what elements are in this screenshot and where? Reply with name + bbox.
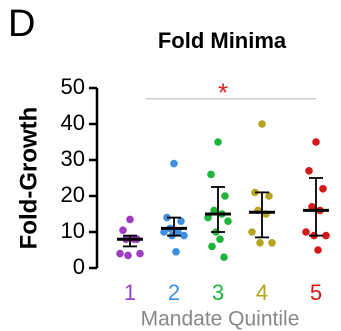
data-point: [224, 217, 232, 225]
chart-title: Fold Minima: [158, 28, 287, 53]
data-point: [268, 239, 276, 247]
data-point: [170, 159, 178, 168]
data-point: [220, 253, 228, 261]
data-point: [208, 242, 216, 251]
data-point: [124, 251, 132, 260]
data-point: [119, 226, 127, 234]
data-point: [210, 206, 218, 215]
data-point: [319, 185, 327, 193]
y-tick-label: 40: [61, 110, 85, 135]
data-point: [312, 138, 320, 146]
data-point: [258, 120, 266, 128]
y-tick-label: 50: [61, 74, 85, 99]
data-point: [214, 138, 222, 146]
data-point: [180, 231, 188, 240]
x-tick-label: 4: [256, 280, 268, 305]
data-point: [126, 215, 134, 224]
data-point: [256, 239, 264, 247]
x-axis-label: Mandate Quintile: [141, 308, 300, 331]
x-tick-label: 1: [124, 280, 136, 305]
data-point: [204, 213, 212, 222]
x-tick-label: 3: [212, 280, 224, 305]
data-point: [314, 246, 322, 254]
y-tick-label: 0: [73, 254, 85, 279]
data-point: [116, 249, 124, 258]
data-point: [265, 192, 273, 200]
y-axis-label: Fold-Growth: [15, 107, 42, 250]
significance-marker: *: [218, 78, 228, 108]
data-point: [221, 192, 229, 200]
x-tick-label: 2: [168, 280, 180, 305]
data-point: [172, 248, 180, 256]
data-point: [302, 228, 310, 236]
data-point: [174, 228, 182, 236]
data-point: [177, 217, 185, 225]
data-point: [308, 203, 316, 211]
data-point: [248, 228, 256, 236]
data-point: [322, 231, 330, 240]
y-tick-label: 20: [61, 182, 85, 207]
data-point: [136, 249, 144, 258]
data-point: [305, 167, 313, 175]
x-tick-label: 5: [310, 280, 322, 305]
y-tick-label: 10: [61, 218, 85, 243]
y-tick-label: 30: [61, 146, 85, 171]
data-point: [160, 228, 168, 236]
data-point: [216, 235, 224, 243]
panel-label: D: [8, 3, 35, 45]
data-point: [207, 170, 215, 179]
